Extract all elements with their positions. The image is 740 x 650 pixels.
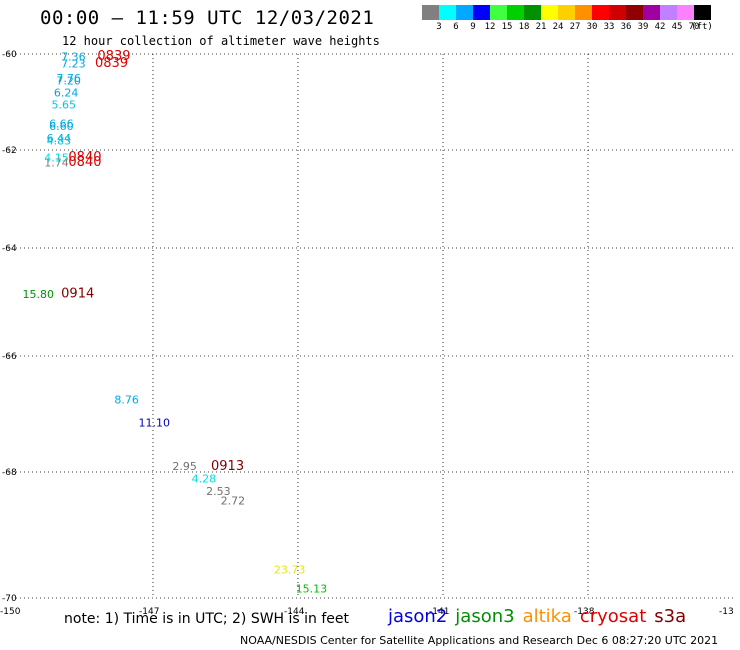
color-swatch bbox=[677, 5, 694, 20]
color-scale-label: 27 bbox=[569, 22, 581, 32]
wave-height-label: 4.28 bbox=[192, 472, 217, 485]
wave-height-label: 7.20 bbox=[56, 74, 80, 87]
note-text: note: 1) Time is in UTC; 2) SWH is in fe… bbox=[64, 611, 350, 627]
wave-height-label: 6.60 bbox=[49, 120, 73, 133]
lat-tick-label: -68 bbox=[2, 468, 17, 478]
color-swatch bbox=[575, 5, 592, 20]
wave-height-label: 15.13 bbox=[296, 583, 328, 596]
lon-tick-label: -150 bbox=[0, 607, 21, 617]
lon-tick-label: -13 bbox=[719, 607, 734, 617]
color-scale-label: 21 bbox=[535, 22, 547, 32]
color-swatch bbox=[660, 5, 677, 20]
color-scale-label: 6 bbox=[453, 22, 459, 32]
wave-height-label: 6.66 bbox=[49, 118, 73, 131]
wave-height-label: 2.53 bbox=[206, 485, 231, 498]
color-swatch bbox=[439, 5, 456, 20]
color-swatch bbox=[456, 5, 473, 20]
wave-height-label: 6.24 bbox=[54, 86, 79, 99]
lat-tick-label: -70 bbox=[2, 594, 17, 604]
color-swatch bbox=[524, 5, 541, 20]
page-subtitle: 12 hour collection of altimeter wave hei… bbox=[62, 34, 380, 48]
color-swatch bbox=[473, 5, 490, 20]
color-swatch bbox=[541, 5, 558, 20]
wave-height-label: 7.76 bbox=[56, 72, 80, 85]
wave-height-label: 7.23 bbox=[61, 58, 86, 71]
legend-item-jason3: jason3 bbox=[455, 606, 515, 627]
color-swatch bbox=[490, 5, 507, 20]
color-scale-label: 3 bbox=[436, 22, 442, 32]
wave-height-label: 2.95 bbox=[172, 460, 197, 473]
wave-height-label: 6.44 bbox=[47, 132, 72, 145]
color-scale-label: 30 bbox=[586, 22, 598, 32]
lon-tick-label: -147 bbox=[139, 607, 159, 617]
color-scale-label: 42 bbox=[654, 22, 666, 32]
pass-time-label: 0914 bbox=[61, 286, 94, 301]
wave-height-label: 1.74 bbox=[44, 156, 69, 169]
wave-height-label: 23.73 bbox=[274, 564, 306, 577]
color-scale-label: 33 bbox=[603, 22, 615, 32]
color-scale-label: 18 bbox=[518, 22, 530, 32]
wave-height-label: 4.83 bbox=[47, 134, 72, 147]
wave-height-label: 2.72 bbox=[221, 494, 246, 507]
color-scale-labels: 3 6 9 12 15 18 21 24 27 30 33 36 39 42 45 70 (ft) bbox=[422, 22, 740, 34]
color-swatch bbox=[422, 5, 439, 20]
wave-height-label: 4.15 bbox=[44, 151, 69, 164]
pass-time-label: 0840 bbox=[68, 150, 101, 165]
lat-tick-label: -62 bbox=[2, 146, 17, 156]
color-scale-label: 45 bbox=[671, 22, 683, 32]
color-scale-label: 9 bbox=[470, 22, 476, 32]
color-swatch bbox=[609, 5, 626, 20]
pass-time-label: 0839 bbox=[95, 56, 128, 71]
color-swatch bbox=[507, 5, 524, 20]
color-swatch bbox=[558, 5, 575, 20]
color-swatch bbox=[643, 5, 660, 20]
pass-time-label: 0840 bbox=[68, 155, 101, 170]
wave-height-label: 11.10 bbox=[139, 417, 171, 430]
lon-tick-label: -141 bbox=[429, 607, 449, 617]
pass-time-label: 0913 bbox=[211, 459, 244, 474]
legend-item-cryosat: cryosat bbox=[579, 606, 647, 627]
color-scale-label: 24 bbox=[552, 22, 564, 32]
lat-tick-label: -60 bbox=[2, 50, 17, 60]
color-scale-label: 36 bbox=[620, 22, 632, 32]
color-scale-label: 70 bbox=[688, 22, 700, 32]
legend-item-altika: altika bbox=[522, 606, 572, 627]
lon-tick-label: -144 bbox=[284, 607, 305, 617]
color-swatch bbox=[592, 5, 609, 20]
wave-height-label: 8.76 bbox=[114, 394, 139, 407]
page-title: 00:00 – 11:59 UTC 12/03/2021 bbox=[40, 7, 375, 29]
color-scale-label: 15 bbox=[501, 22, 513, 32]
color-scale-bar bbox=[422, 5, 711, 20]
color-swatch bbox=[694, 5, 711, 20]
satellite-legend: jason2 jason3 altika cryosat s3a bbox=[388, 606, 694, 627]
wave-height-label: 5.65 bbox=[52, 98, 77, 111]
footer-credit: NOAA/NESDIS Center for Satellite Applica… bbox=[240, 634, 719, 647]
legend-item-jason2: jason2 bbox=[388, 606, 448, 627]
lon-tick-label: -138 bbox=[574, 607, 595, 617]
color-swatch bbox=[626, 5, 643, 20]
lat-tick-label: -66 bbox=[2, 352, 17, 362]
legend-item-s3a: s3a bbox=[654, 606, 687, 627]
color-scale-label: (ft) bbox=[691, 22, 713, 32]
color-scale-label: 39 bbox=[637, 22, 649, 32]
wave-height-label: 7.36 bbox=[61, 50, 86, 63]
wave-height-label: 15.80 bbox=[23, 288, 55, 301]
pass-time-label: 0839 bbox=[97, 49, 130, 64]
color-scale-label: 12 bbox=[484, 22, 496, 32]
lat-tick-label: -64 bbox=[2, 244, 17, 254]
